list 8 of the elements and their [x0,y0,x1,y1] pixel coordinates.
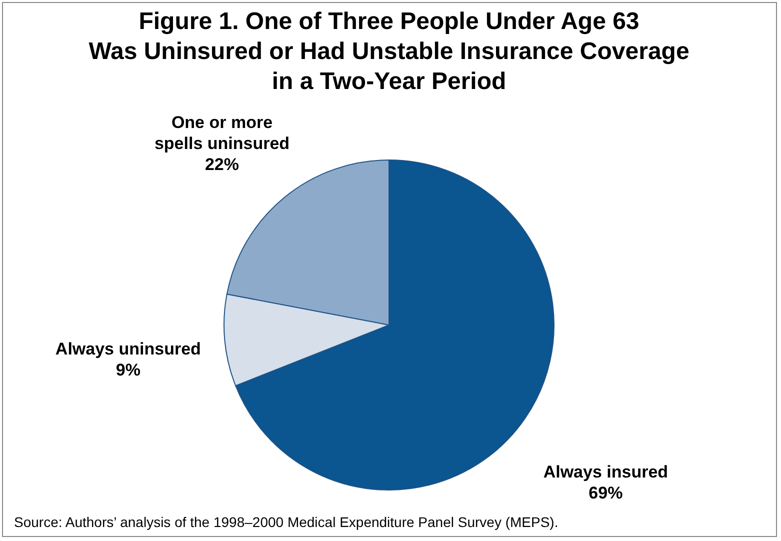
slice-label: Always insured [543,462,668,482]
data-label: 69% [588,483,623,502]
slice-label: Always uninsured [55,340,201,359]
slice-label: One or more spells uninsured [154,113,290,154]
data-label: 9% [116,360,140,380]
source-note: Source: Authors’ analysis of the 1998–2000 Medical Expenditure Panel Survey (MEPS). [14,514,558,530]
data-label: 22% [204,155,240,174]
chart-title: Figure 1. One of Three People Under Age 63 Was Uninsured or Had Unstable Insurance Coverage in a Two-Year Period [88,8,690,96]
